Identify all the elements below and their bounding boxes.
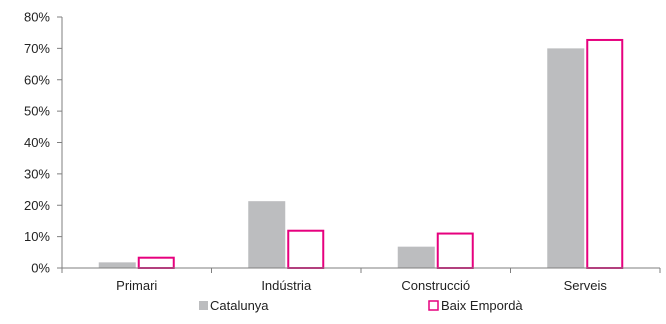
legend: Catalunya Baix Empordà bbox=[199, 298, 523, 313]
y-tick-label: 0% bbox=[31, 261, 50, 276]
bar-baix-emporda bbox=[436, 232, 474, 269]
legend-swatch-baix-emporda bbox=[428, 300, 439, 311]
category-label: Construcció bbox=[401, 278, 470, 293]
y-tick-label: 80% bbox=[24, 10, 50, 25]
y-tick-label: 50% bbox=[24, 104, 50, 119]
category-label: Primari bbox=[116, 278, 157, 293]
y-tick-label: 30% bbox=[24, 166, 50, 181]
y-axis: 0% 10% 20% 30% 40% 50% 60% 70% 80% bbox=[24, 10, 63, 276]
bar-baix-emporda bbox=[287, 229, 325, 270]
y-tick-label: 60% bbox=[24, 72, 50, 87]
y-tick-label: 20% bbox=[24, 198, 50, 213]
category-label: Indústria bbox=[261, 278, 312, 293]
bars bbox=[98, 38, 624, 270]
bar-baix-emporda bbox=[137, 256, 175, 269]
y-tick-label: 40% bbox=[24, 135, 50, 150]
x-axis: Primari Indústria Construcció Serveis bbox=[61, 267, 661, 293]
y-tick-label: 70% bbox=[24, 41, 50, 56]
bar-catalunya bbox=[248, 201, 286, 268]
category-label: Serveis bbox=[564, 278, 608, 293]
y-tick-label: 10% bbox=[24, 229, 50, 244]
bar-catalunya bbox=[547, 48, 585, 268]
legend-label-catalunya: Catalunya bbox=[210, 298, 269, 313]
legend-swatch-catalunya bbox=[199, 301, 208, 310]
bar-catalunya bbox=[98, 262, 136, 268]
bar-baix-emporda bbox=[586, 38, 624, 270]
legend-label-baix-emporda: Baix Empordà bbox=[441, 298, 523, 313]
bar-catalunya bbox=[397, 246, 435, 268]
